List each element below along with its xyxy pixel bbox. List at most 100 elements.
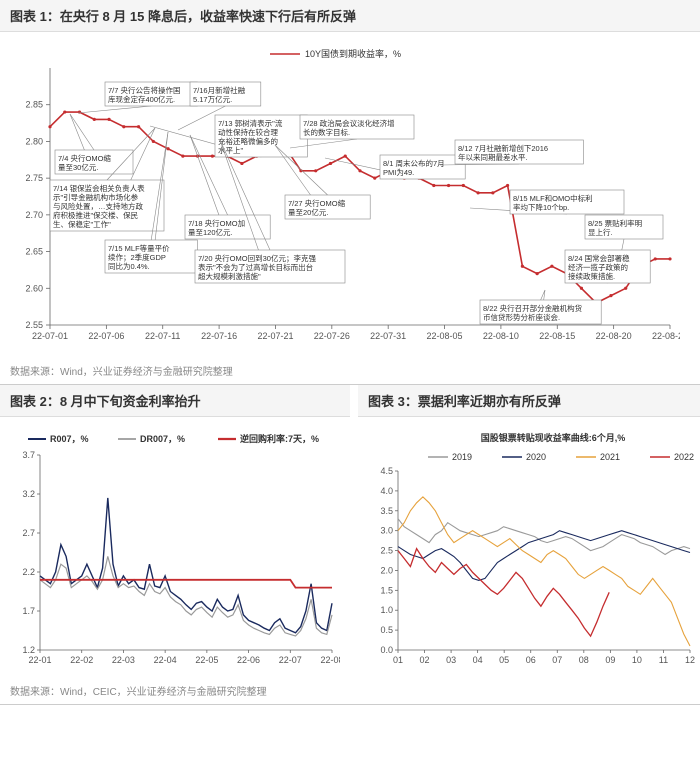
svg-text:8/15 MLF和OMO中标利: 8/15 MLF和OMO中标利 (513, 193, 593, 203)
svg-text:示"引导金融机构市场化参: 示"引导金融机构市场化参 (53, 192, 139, 202)
svg-text:2.60: 2.60 (25, 283, 43, 293)
svg-text:8/12 7月社融新增创下2016: 8/12 7月社融新增创下2016 (458, 143, 548, 153)
svg-text:表示"不会为了过高增长目标而出台: 表示"不会为了过高增长目标而出台 (198, 262, 313, 272)
svg-text:3.5: 3.5 (380, 506, 393, 516)
svg-text:2.7: 2.7 (22, 528, 35, 538)
svg-text:1.2: 1.2 (22, 645, 35, 655)
svg-text:2.80: 2.80 (25, 136, 43, 146)
svg-text:07: 07 (552, 655, 562, 665)
chart3-title: 图表 3：票据利率近期亦有所反弹 (358, 385, 700, 417)
svg-text:经济一揽子政策的: 经济一揽子政策的 (568, 262, 628, 272)
svg-text:22-07: 22-07 (279, 655, 302, 665)
chart1-svg: 10Y国债到期收益率，% 2.55 2.60 2.65 2.70 2.75 2.80 2.85… (10, 40, 680, 350)
svg-text:09: 09 (605, 655, 615, 665)
svg-text:7/14 银保监会相关负责人表: 7/14 银保监会相关负责人表 (53, 183, 145, 193)
svg-text:币信贷形势分析座谈会.: 币信贷形势分析座谈会. (483, 312, 560, 322)
svg-text:11: 11 (659, 655, 668, 665)
svg-text:7/15 MLF等量平价: 7/15 MLF等量平价 (108, 243, 170, 253)
svg-text:22-07-31: 22-07-31 (370, 331, 406, 341)
svg-text:接续政策措施.: 接续政策措施. (568, 271, 615, 281)
svg-text:03: 03 (446, 655, 456, 665)
svg-text:08: 08 (579, 655, 589, 665)
svg-text:PMI为49.: PMI为49. (383, 167, 414, 177)
svg-text:01: 01 (393, 655, 403, 665)
svg-text:5.17万亿元.: 5.17万亿元. (193, 94, 232, 104)
svg-text:超大规模刺激措施": 超大规模刺激措施" (198, 271, 261, 281)
svg-text:22-06: 22-06 (237, 655, 260, 665)
svg-text:7/28 政治局会议淡化经济增: 7/28 政治局会议淡化经济增 (303, 118, 395, 128)
svg-text:与风险处置，…支持地方政: 与风险处置，…支持地方政 (53, 201, 143, 211)
svg-text:22-07-11: 22-07-11 (145, 331, 180, 341)
svg-text:22-08-10: 22-08-10 (483, 331, 519, 341)
svg-text:7/16月新增社融: 7/16月新增社融 (193, 85, 246, 95)
chart1-source: 数据来源：Wind，兴业证券经济与金融研究院整理 (0, 359, 700, 384)
svg-text:2.65: 2.65 (25, 247, 43, 257)
svg-text:12: 12 (685, 655, 695, 665)
svg-text:22-07-21: 22-07-21 (257, 331, 293, 341)
svg-text:续作；2季度GDP: 续作；2季度GDP (108, 252, 166, 262)
svg-text:04: 04 (473, 655, 483, 665)
svg-text:22-08-20: 22-08-20 (596, 331, 632, 341)
svg-text:8/24 国常会部署稳: 8/24 国常会部署稳 (568, 253, 630, 263)
svg-text:1.0: 1.0 (380, 605, 393, 615)
svg-text:1.7: 1.7 (22, 606, 35, 616)
svg-text:1.5: 1.5 (380, 585, 393, 595)
svg-text:显上行.: 显上行. (588, 227, 613, 237)
svg-text:7/4 央行OMO缩: 7/4 央行OMO缩 (58, 153, 111, 163)
svg-text:22-01: 22-01 (28, 655, 51, 665)
svg-text:4.5: 4.5 (380, 466, 393, 476)
svg-text:国股银票转贴现收益率曲线:6个月,%: 国股银票转贴现收益率曲线:6个月,% (481, 432, 626, 443)
chart2-title: 图表 2：8 月中下旬资金利率抬升 (0, 385, 350, 417)
svg-text:0.0: 0.0 (380, 645, 393, 655)
svg-text:22-08-05: 22-08-05 (427, 331, 463, 341)
svg-text:02: 02 (420, 655, 430, 665)
svg-text:量至20亿元.: 量至20亿元. (288, 207, 328, 217)
chart1-area: 10Y国债到期收益率，% 2.55 2.60 2.65 2.70 2.75 2.80 2.85… (0, 32, 700, 359)
svg-text:量至30亿元.: 量至30亿元. (58, 162, 98, 172)
svg-text:7/18 央行OMO加: 7/18 央行OMO加 (188, 218, 245, 228)
chart1-title: 图表 1：在央行 8 月 15 降息后，收益率快速下行后有所反弹 (0, 0, 700, 32)
svg-text:2021: 2021 (600, 452, 620, 462)
svg-text:2.85: 2.85 (25, 100, 43, 110)
svg-text:2.70: 2.70 (25, 210, 43, 220)
svg-text:R007，%: R007，% (50, 434, 89, 444)
chart3-svg: 0.00.51.01.52.02.53.03.54.04.50102030405… (368, 425, 698, 670)
svg-text:2.55: 2.55 (25, 320, 43, 330)
source-bottom: 数据来源：Wind，CEIC，兴业证券经济与金融研究院整理 (0, 679, 700, 704)
svg-text:充裕还略微偏多的: 充裕还略微偏多的 (218, 136, 278, 146)
svg-text:22-03: 22-03 (112, 655, 135, 665)
svg-text:7/27 央行OMO缩: 7/27 央行OMO缩 (288, 198, 346, 208)
svg-text:10Y国债到期收益率，%: 10Y国债到期收益率，% (305, 48, 401, 59)
svg-text:10: 10 (632, 655, 642, 665)
svg-text:3.2: 3.2 (22, 489, 35, 499)
svg-text:年以来同期最差水平.: 年以来同期最差水平. (458, 152, 528, 162)
svg-text:05: 05 (499, 655, 509, 665)
svg-text:2.0: 2.0 (380, 565, 393, 575)
svg-text:2.5: 2.5 (380, 546, 393, 556)
svg-text:8/1 周末公布的7月: 8/1 周末公布的7月 (383, 158, 445, 168)
svg-text:长的数字目标.: 长的数字目标. (303, 127, 350, 137)
svg-text:22-02: 22-02 (70, 655, 93, 665)
svg-text:率均下降10个bp.: 率均下降10个bp. (513, 202, 569, 212)
svg-text:22-08-25: 22-08-25 (652, 331, 680, 341)
svg-text:2022: 2022 (674, 452, 694, 462)
svg-text:7/7 央行公告将操作国: 7/7 央行公告将操作国 (108, 85, 181, 95)
svg-text:22-07-01: 22-07-01 (32, 331, 68, 341)
svg-text:2020: 2020 (526, 452, 546, 462)
svg-text:3.7: 3.7 (22, 450, 35, 460)
svg-text:动性保持在较合理: 动性保持在较合理 (218, 127, 278, 137)
svg-text:8/25 票贴利率明: 8/25 票贴利率明 (588, 218, 642, 228)
svg-text:同比为0.4%.: 同比为0.4%. (108, 261, 150, 271)
svg-text:06: 06 (526, 655, 536, 665)
svg-text:3.0: 3.0 (380, 526, 393, 536)
chart1-panel: 图表 1：在央行 8 月 15 降息后，收益率快速下行后有所反弹 10Y国债到期… (0, 0, 700, 385)
svg-text:22-04: 22-04 (154, 655, 177, 665)
charts-row: 图表 2：8 月中下旬资金利率抬升 1.21.72.22.73.23.722-0… (0, 385, 700, 705)
svg-text:22-05: 22-05 (195, 655, 218, 665)
svg-text:生、保稳定"工作": 生、保稳定"工作" (53, 219, 111, 229)
chart2-svg: 1.21.72.22.73.23.722-0122-0222-0322-0422… (10, 425, 340, 670)
svg-text:8/22 央行召开部分金融机构货: 8/22 央行召开部分金融机构货 (483, 303, 583, 313)
svg-text:DR007，%: DR007，% (140, 434, 185, 444)
svg-text:2.75: 2.75 (25, 173, 43, 183)
svg-text:22-07-06: 22-07-06 (88, 331, 124, 341)
